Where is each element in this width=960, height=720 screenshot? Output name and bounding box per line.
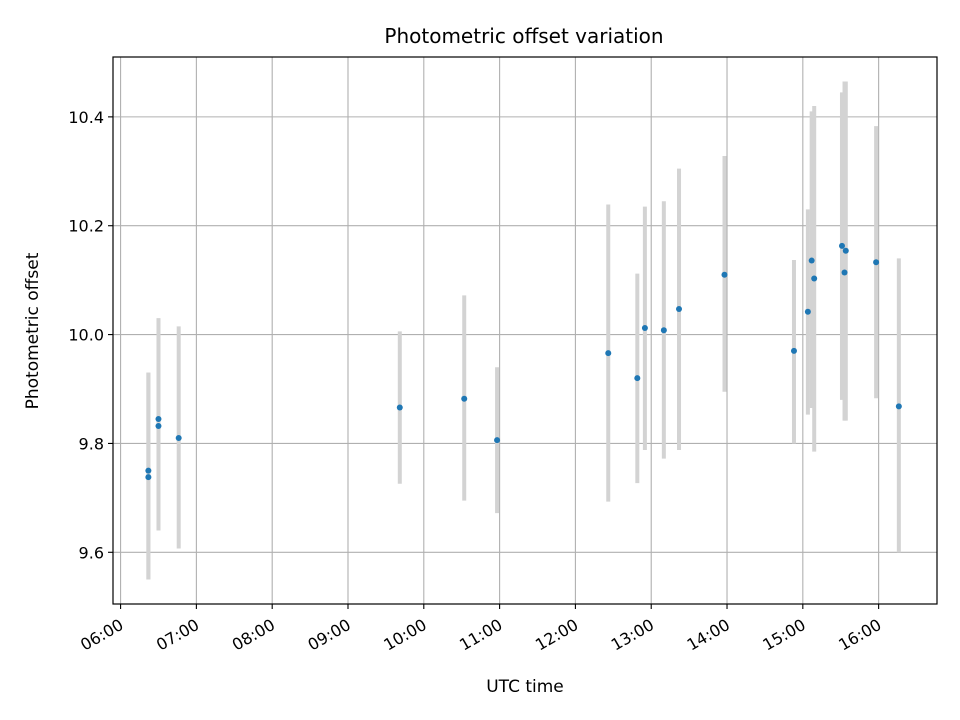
data-point — [808, 257, 815, 264]
y-tick-label: 9.6 — [79, 543, 104, 562]
data-point — [841, 269, 848, 276]
data-point — [461, 395, 468, 402]
data-point — [494, 437, 501, 444]
x-axis-label: UTC time — [486, 677, 564, 697]
data-point — [396, 404, 403, 411]
y-tick-label: 9.8 — [79, 434, 104, 453]
data-point — [605, 350, 612, 357]
data-point — [660, 327, 667, 334]
data-point — [145, 467, 152, 474]
data-point — [811, 275, 818, 282]
data-point — [804, 308, 811, 315]
y-axis: 9.6 9.8 10.0 10.2 10.4 — [68, 108, 113, 562]
data-point — [175, 434, 182, 441]
data-point — [838, 242, 845, 249]
data-point — [641, 325, 648, 332]
data-point — [842, 247, 849, 254]
y-tick-label: 10.2 — [68, 217, 104, 236]
data-point — [155, 423, 162, 430]
data-point — [721, 271, 728, 278]
y-tick-label: 10.4 — [68, 108, 104, 127]
data-point — [634, 375, 641, 382]
data-point — [145, 474, 152, 481]
data-point — [790, 347, 797, 354]
chart-title: Photometric offset variation — [384, 24, 663, 48]
data-point — [676, 306, 683, 313]
data-point — [873, 259, 880, 266]
data-point — [155, 415, 162, 422]
data-points — [145, 242, 902, 481]
grid — [113, 57, 937, 604]
data-point — [895, 403, 902, 410]
y-tick-label: 10.0 — [68, 326, 104, 345]
plot-frame — [112, 56, 938, 605]
y-axis-label: Photometric offset — [23, 252, 43, 409]
